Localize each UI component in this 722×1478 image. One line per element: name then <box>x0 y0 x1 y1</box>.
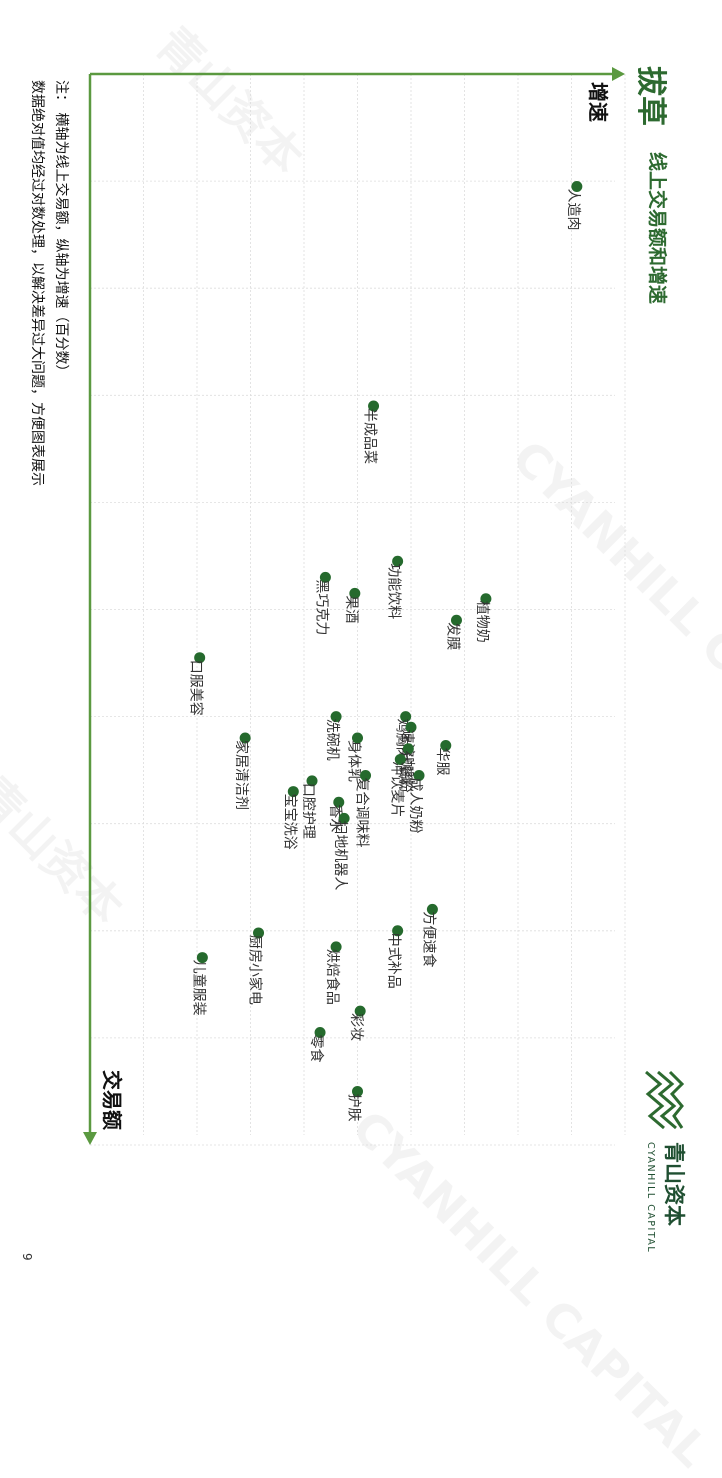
y-axis-arrow-icon <box>612 67 625 81</box>
data-point <box>330 941 342 953</box>
data-point <box>349 587 361 599</box>
data-label: 零食 <box>308 1035 325 1063</box>
data-label: 果酒 <box>343 595 359 623</box>
data-point <box>306 775 318 787</box>
data-label: 家居清洁剂 <box>233 740 250 810</box>
data-point <box>392 925 404 937</box>
data-point <box>368 400 380 412</box>
data-point <box>400 711 412 723</box>
data-label: 方便速食 <box>420 911 437 967</box>
data-point <box>394 753 406 765</box>
data-point <box>338 812 350 824</box>
page-number: 9 <box>20 1253 34 1261</box>
data-point <box>352 1085 363 1097</box>
data-point <box>571 180 583 192</box>
data-point <box>352 732 363 744</box>
data-label: 功能饮料 <box>386 563 402 619</box>
data-label: 烘焙食品 <box>324 949 341 1005</box>
data-point <box>392 555 404 567</box>
data-label: 植物奶 <box>474 601 490 643</box>
data-label: 冲饮麦片 <box>388 761 404 817</box>
data-label: 华服 <box>434 748 450 776</box>
brand-name: 青山资本 <box>662 1142 686 1226</box>
data-point <box>239 732 251 744</box>
data-point <box>287 786 299 798</box>
data-point <box>253 927 265 939</box>
data-label: 黑巧克力 <box>313 579 329 635</box>
data-point <box>402 743 414 755</box>
data-label: 中式补品 <box>386 933 402 989</box>
x-axis-arrow-icon <box>83 1132 97 1145</box>
data-label: 洗碗机 <box>324 719 340 761</box>
brand-name-en: CYANHILL CAPITAL <box>645 1142 656 1254</box>
data-label: 人造肉 <box>565 188 581 230</box>
data-point <box>426 903 438 915</box>
data-point <box>450 614 462 626</box>
data-label: 儿童服装 <box>190 960 207 1016</box>
data-point <box>413 770 425 782</box>
data-point <box>405 721 417 733</box>
chart-note: 数据绝对值均经过对数处理，以解决差异过大问题，方便图表展示 <box>29 80 45 486</box>
data-label: 厨房小家电 <box>247 935 264 1005</box>
data-point <box>480 593 492 605</box>
data-point <box>360 770 372 782</box>
data-point <box>194 652 206 664</box>
data-label: 口腔护理 <box>300 783 316 839</box>
data-label: 口服美容 <box>188 660 205 716</box>
data-point <box>354 1005 366 1017</box>
data-label: 复合调味料 <box>354 778 371 848</box>
cyanhill-logo-icon <box>645 1070 685 1130</box>
data-label: 身体乳 <box>346 740 362 782</box>
data-label: 香水 <box>327 804 343 832</box>
data-point <box>330 711 342 723</box>
data-point <box>319 571 331 583</box>
chart-note: 注： 横轴为线上交易额，纵轴为增速（百分数） <box>53 80 69 379</box>
data-label: 半成品菜 <box>362 408 378 464</box>
data-label: 扫地机器人 <box>332 820 348 890</box>
data-label: 速溶咖啡 <box>399 729 415 785</box>
data-label: 成人奶粉 <box>407 778 423 834</box>
data-point <box>440 740 452 752</box>
data-label: 发膜 <box>444 622 460 650</box>
data-label: 彩妆 <box>348 1013 364 1041</box>
data-label: 宝宝洗浴 <box>281 794 297 850</box>
data-point <box>196 952 208 964</box>
scatter-chart: 人造肉半成品菜功能饮料植物奶黑巧克力 果酒发膜口服美容鸡胸肉洗碗机 速溶咖啡代餐粉华… <box>83 67 626 1146</box>
data-point <box>333 796 345 808</box>
data-label: 护肤 <box>346 1093 362 1121</box>
data-point <box>314 1027 326 1039</box>
